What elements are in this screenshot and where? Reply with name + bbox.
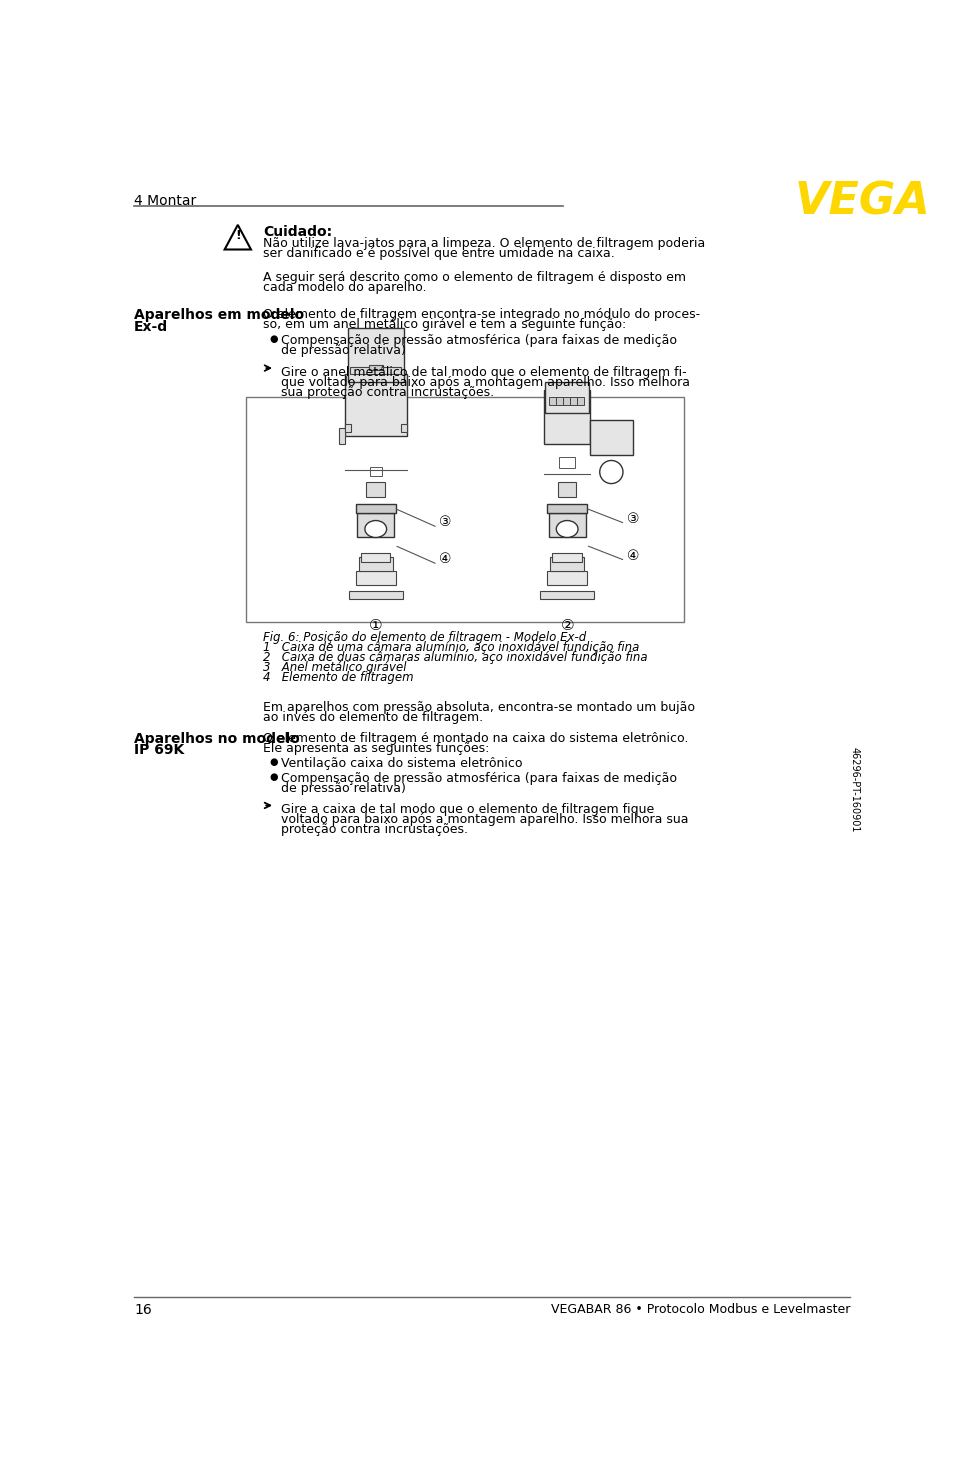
Text: 3   Anel metálico girável: 3 Anel metálico girável bbox=[263, 661, 407, 675]
Bar bbox=[350, 366, 401, 375]
Text: Ele apresenta as seguintes funções:: Ele apresenta as seguintes funções: bbox=[263, 741, 490, 754]
Bar bbox=[550, 558, 585, 571]
Bar bbox=[348, 592, 403, 599]
Text: Fig. 6: Posição do elemento de filtragem - Modelo Ex-d: Fig. 6: Posição do elemento de filtragem… bbox=[263, 632, 587, 645]
Bar bbox=[361, 554, 391, 562]
Bar bbox=[590, 421, 633, 455]
Text: 16: 16 bbox=[134, 1303, 152, 1317]
Text: VEGA: VEGA bbox=[794, 182, 930, 224]
Text: Compensação de pressão atmosférica (para faixas de medição: Compensação de pressão atmosférica (para… bbox=[281, 334, 677, 347]
Text: A seguir será descrito como o elemento de filtragem é disposto em: A seguir será descrito como o elemento d… bbox=[263, 272, 686, 283]
Text: 4 Montar: 4 Montar bbox=[134, 193, 196, 208]
Text: Aparelhos em modelo: Aparelhos em modelo bbox=[134, 308, 304, 322]
Text: 4   Elemento de filtragem: 4 Elemento de filtragem bbox=[263, 672, 414, 685]
Text: proteção contra incrustações.: proteção contra incrustações. bbox=[281, 824, 468, 835]
Text: voltado para baixo após a montagem aparelho. Isso melhora sua: voltado para baixo após a montagem apare… bbox=[281, 813, 688, 827]
Bar bbox=[548, 512, 586, 537]
Bar bbox=[557, 397, 564, 404]
Bar bbox=[348, 328, 403, 382]
Text: 1   Caixa de uma câmara alumínio, aço inoxidável fundição fina: 1 Caixa de uma câmara alumínio, aço inox… bbox=[263, 642, 639, 654]
Bar bbox=[247, 397, 684, 623]
Bar bbox=[359, 558, 393, 571]
Text: Gire o anel metálico de tal modo que o elemento de filtragem fi-: Gire o anel metálico de tal modo que o e… bbox=[281, 366, 686, 379]
Text: ser danificado e é possível que entre umidade na caixa.: ser danificado e é possível que entre um… bbox=[263, 246, 615, 260]
Bar bbox=[540, 592, 594, 599]
Bar bbox=[355, 571, 396, 584]
Text: O elemento de filtragem é montado na caixa do sistema eletrônico.: O elemento de filtragem é montado na cai… bbox=[263, 732, 688, 744]
Bar bbox=[345, 375, 407, 435]
Text: 46296-PT-160901: 46296-PT-160901 bbox=[850, 747, 860, 832]
Text: Aparelhos no modelo: Aparelhos no modelo bbox=[134, 732, 300, 745]
Bar bbox=[355, 503, 396, 512]
Bar bbox=[560, 458, 575, 468]
Text: ●: ● bbox=[270, 772, 278, 782]
Text: so, em um anel metálico girável e tem a seguinte função:: so, em um anel metálico girável e tem a … bbox=[263, 317, 627, 331]
Text: O elemento de filtragem encontra-se integrado no módulo do proces-: O elemento de filtragem encontra-se inte… bbox=[263, 308, 701, 320]
Text: sua proteção contra incrustações.: sua proteção contra incrustações. bbox=[281, 385, 494, 399]
Bar bbox=[370, 466, 382, 475]
Text: ①: ① bbox=[369, 617, 383, 633]
Text: Compensação de pressão atmosférica (para faixas de medição: Compensação de pressão atmosférica (para… bbox=[281, 772, 677, 785]
Text: Em aparelhos com pressão absoluta, encontra-se montado um bujão: Em aparelhos com pressão absoluta, encon… bbox=[263, 701, 695, 714]
Text: cada modelo do aparelho.: cada modelo do aparelho. bbox=[263, 280, 427, 294]
Bar bbox=[339, 428, 345, 444]
Bar bbox=[552, 554, 582, 562]
Text: ●: ● bbox=[270, 757, 278, 768]
Text: de pressão relativa): de pressão relativa) bbox=[281, 782, 406, 794]
Bar bbox=[367, 483, 385, 497]
Ellipse shape bbox=[365, 521, 387, 537]
Text: !: ! bbox=[235, 229, 241, 242]
Text: ao invés do elemento de filtragem.: ao invés do elemento de filtragem. bbox=[263, 711, 484, 723]
Text: 2   Caixa de duas câmaras alumínio, aço inoxidável fundição fina: 2 Caixa de duas câmaras alumínio, aço in… bbox=[263, 651, 648, 664]
Text: ②: ② bbox=[561, 617, 574, 633]
Text: Não utilize lava-jatos para a limpeza. O elemento de filtragem poderia: Não utilize lava-jatos para a limpeza. O… bbox=[263, 238, 706, 249]
Text: Ventilação caixa do sistema eletrônico: Ventilação caixa do sistema eletrônico bbox=[281, 757, 522, 770]
Bar bbox=[558, 483, 576, 497]
Text: ③: ③ bbox=[440, 515, 452, 528]
Text: ④: ④ bbox=[627, 549, 639, 562]
Text: ●: ● bbox=[270, 334, 278, 344]
Bar bbox=[547, 503, 588, 512]
Text: Ex-d: Ex-d bbox=[134, 320, 168, 334]
Bar bbox=[345, 424, 351, 432]
Bar bbox=[564, 397, 570, 404]
Bar bbox=[357, 512, 395, 537]
Bar bbox=[400, 424, 407, 432]
Text: Gire a caixa de tal modo que o elemento de filtragem fique: Gire a caixa de tal modo que o elemento … bbox=[281, 803, 655, 816]
Text: IP 69K: IP 69K bbox=[134, 742, 184, 757]
Bar bbox=[577, 397, 585, 404]
Bar bbox=[544, 390, 590, 444]
Bar bbox=[545, 382, 588, 413]
Text: de pressão relativa): de pressão relativa) bbox=[281, 344, 406, 357]
Bar bbox=[570, 397, 577, 404]
Text: ③: ③ bbox=[627, 512, 639, 525]
Bar bbox=[549, 397, 557, 404]
Ellipse shape bbox=[600, 461, 623, 484]
Text: Cuidado:: Cuidado: bbox=[263, 224, 332, 239]
Text: VEGABAR 86 • Protocolo Modbus e Levelmaster: VEGABAR 86 • Protocolo Modbus e Levelmas… bbox=[551, 1303, 850, 1317]
Text: que voltado para baixo após a montagem aparelho. Isso melhora: que voltado para baixo após a montagem a… bbox=[281, 376, 690, 388]
Text: ④: ④ bbox=[440, 552, 452, 565]
Ellipse shape bbox=[557, 521, 578, 537]
Bar bbox=[369, 365, 383, 369]
Bar bbox=[547, 571, 588, 584]
